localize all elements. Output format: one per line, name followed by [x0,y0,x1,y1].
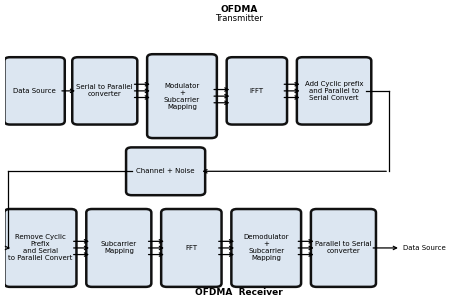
Text: OFDMA: OFDMA [220,5,258,14]
FancyBboxPatch shape [4,57,65,124]
FancyBboxPatch shape [227,57,287,124]
Text: Remove Cyclic
Prefix
and Serial
to Parallel Convert: Remove Cyclic Prefix and Serial to Paral… [8,234,73,262]
Text: FFT: FFT [185,245,197,251]
FancyBboxPatch shape [161,209,221,287]
Text: Add Cyclic prefix
and Parallel to
Serial Convert: Add Cyclic prefix and Parallel to Serial… [305,81,364,101]
FancyBboxPatch shape [126,147,205,195]
FancyBboxPatch shape [231,209,301,287]
FancyBboxPatch shape [4,209,76,287]
FancyBboxPatch shape [311,209,376,287]
Text: Serial to Parallel
converter: Serial to Parallel converter [76,84,133,97]
Text: Channel + Noise: Channel + Noise [137,168,195,174]
Text: Subcarrier
Mapping: Subcarrier Mapping [101,241,137,255]
Text: Modulator
+
Subcarrier
Mapping: Modulator + Subcarrier Mapping [164,83,200,110]
Text: Data Source: Data Source [403,245,446,251]
Text: OFDMA  Receiver: OFDMA Receiver [195,288,283,297]
FancyBboxPatch shape [86,209,151,287]
Text: Demodulator
+
Subcarrier
Mapping: Demodulator + Subcarrier Mapping [244,234,289,262]
Text: Transmitter: Transmitter [215,14,263,23]
FancyBboxPatch shape [72,57,137,124]
Text: IFFT: IFFT [250,88,264,94]
FancyBboxPatch shape [147,54,217,138]
Text: Parallel to Serial
converter: Parallel to Serial converter [315,241,372,255]
FancyBboxPatch shape [297,57,371,124]
Text: Data Source: Data Source [13,88,56,94]
